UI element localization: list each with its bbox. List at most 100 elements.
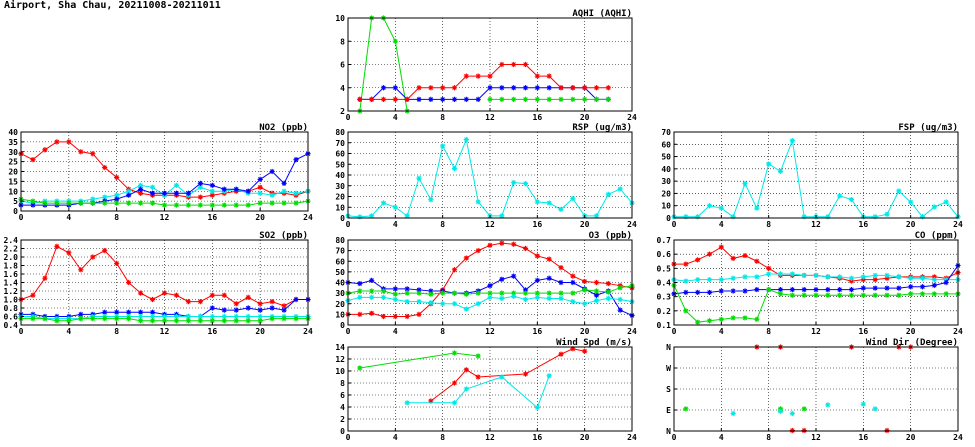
aqhi-series-1-point <box>380 85 387 91</box>
co-series-3-point <box>766 286 772 293</box>
winddir-xtick-label: 12 <box>811 433 821 442</box>
o3-series-0-point <box>487 242 493 248</box>
so2-series-3-point <box>197 318 203 324</box>
aqhi-series-3-point <box>570 96 576 102</box>
fsp-series-0-point <box>706 203 713 209</box>
co-series-2-point <box>801 286 807 293</box>
so2-series-1-point <box>209 305 215 311</box>
o3-ytick-label: 10 <box>335 310 345 319</box>
fsp-xtick-label: 0 <box>672 220 677 229</box>
no2-series-3-point <box>161 202 168 208</box>
o3-series-2-point <box>475 290 481 296</box>
windspd-series-1-point <box>451 380 458 386</box>
co-series-2-point <box>896 285 902 291</box>
no2-series-3-point <box>137 200 144 206</box>
o3-series-3-point <box>380 294 387 300</box>
windspd-series-1-point <box>582 348 588 354</box>
rsp-series-0-point <box>369 213 375 219</box>
no2-xtick-label: 12 <box>160 213 170 222</box>
no2-series-2-point <box>149 190 156 196</box>
no2-xtick-label: 8 <box>114 213 119 222</box>
o3-series-2-point <box>404 290 410 296</box>
windspd-series-1-line <box>430 348 585 402</box>
so2-series-0-point <box>102 248 108 254</box>
co-series-0-point <box>860 277 866 283</box>
co-series-1-point <box>825 274 831 280</box>
so2-series-1-point <box>149 309 156 315</box>
o3-xtick-label: 12 <box>485 327 495 336</box>
fsp-series-0-point <box>754 205 760 211</box>
winddir-series-2-point <box>777 408 784 414</box>
so2-series-0-point <box>90 254 96 260</box>
windspd-xtick-label: 0 <box>346 433 351 442</box>
so2-series-0-point <box>161 290 168 296</box>
windspd-xtick-label: 16 <box>533 433 543 442</box>
co-series-3-point <box>742 315 748 321</box>
so2-ytick-label: 1.8 <box>4 262 19 271</box>
no2-series-3-point <box>221 202 227 208</box>
windspd-series-2-point <box>404 400 410 406</box>
aqhi-series-2-point <box>440 85 446 91</box>
o3-series-0-point <box>463 255 469 261</box>
aqhi-series-2-point <box>475 73 481 79</box>
so2-series-1-point <box>293 296 299 303</box>
o3-series-0-point <box>546 256 552 262</box>
aqhi-ytick-label: 2 <box>340 107 345 116</box>
o3-series-3-point <box>499 295 505 302</box>
so2-series-1-point <box>126 309 132 315</box>
fsp-series-0-point <box>919 214 926 220</box>
aqhi-series-1-point <box>463 96 469 102</box>
so2-xtick-label: 24 <box>303 327 313 336</box>
windspd-xtick-label: 24 <box>627 433 637 442</box>
rsp-series-0-point <box>416 175 422 181</box>
rsp-series-0-point <box>380 200 387 206</box>
co-series-1-point <box>766 271 772 277</box>
o3-series-0-point <box>605 280 611 287</box>
no2-series-3-point <box>54 200 60 206</box>
windspd-series-2-point <box>463 386 469 392</box>
fsp-xtick-label: 8 <box>766 220 771 229</box>
fsp-xtick-label: 4 <box>719 220 724 229</box>
winddir-ytick-label: W <box>666 364 671 373</box>
co-series-2-point <box>872 285 878 291</box>
so2-series-0-point <box>233 301 239 307</box>
o3-ytick-label: 40 <box>335 279 345 288</box>
fsp-series-0-point <box>884 211 890 217</box>
no2-series-0-point <box>209 192 215 198</box>
no2-series-2-point <box>197 180 203 186</box>
so2-series-0-point <box>30 292 36 298</box>
so2-xtick-label: 16 <box>208 327 218 336</box>
no2-series-2-point <box>137 186 144 192</box>
no2-series-3-point <box>78 200 84 206</box>
rsp-ytick-label: 10 <box>335 203 345 212</box>
aqhi-xtick-label: 16 <box>533 113 543 122</box>
o3-series-2-point <box>558 290 564 296</box>
o3-xtick-label: 0 <box>346 327 351 336</box>
o3-xtick-label: 20 <box>580 327 590 336</box>
fsp-series-0-point <box>801 214 807 220</box>
co-series-2-point <box>695 289 701 296</box>
o3-series-0-point <box>369 310 375 316</box>
o3-series-2-point <box>570 290 576 296</box>
fsp-series-0-point <box>872 214 878 220</box>
no2-series-1-point <box>102 194 108 200</box>
co-xtick-label: 16 <box>859 327 869 336</box>
no2-series-3-point <box>66 200 72 206</box>
co-series-3-point <box>837 292 843 298</box>
no2-ytick-label: 40 <box>8 128 18 137</box>
so2-series-2-point <box>137 313 144 320</box>
so2-series-0-point <box>269 299 275 305</box>
rsp-series-0-point <box>534 199 540 205</box>
aqhi-series-3-point <box>511 96 517 102</box>
aqhi-series-3-point <box>582 96 588 102</box>
so2-series-2-point <box>233 313 239 320</box>
o3-series-3-point <box>463 306 469 312</box>
fsp-series-0-point <box>931 204 937 210</box>
co-ytick-label: 0.6 <box>657 250 672 259</box>
so2-series-1-point <box>137 309 144 315</box>
rsp-ytick-label: 40 <box>335 171 345 180</box>
fsp-xtick-label: 20 <box>906 220 916 229</box>
rsp-xtick-label: 20 <box>580 220 590 229</box>
so2-xtick-label: 0 <box>19 327 24 336</box>
co-series-3-point <box>789 292 795 298</box>
